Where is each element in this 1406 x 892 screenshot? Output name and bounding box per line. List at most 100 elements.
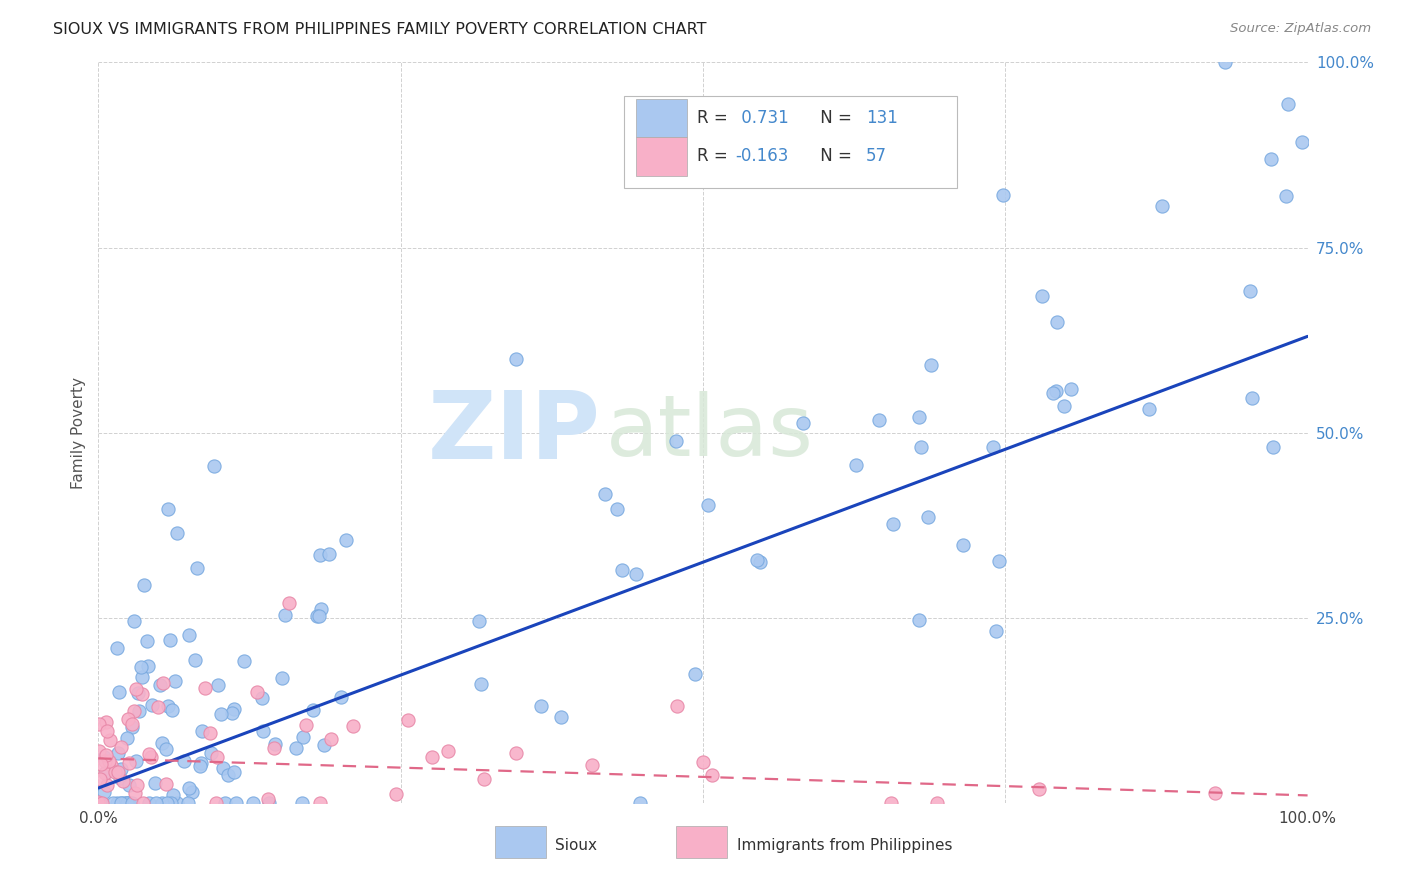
Point bbox=[110, 796, 132, 810]
Point bbox=[166, 796, 188, 810]
Point bbox=[1260, 152, 1282, 166]
Point bbox=[155, 777, 177, 791]
Point bbox=[131, 670, 153, 684]
Point bbox=[1291, 136, 1313, 150]
Point bbox=[1046, 315, 1069, 329]
Point bbox=[179, 781, 201, 796]
Point bbox=[700, 767, 723, 781]
Point bbox=[470, 677, 492, 691]
Text: 131: 131 bbox=[866, 109, 898, 127]
Point bbox=[138, 796, 160, 810]
Point bbox=[1240, 392, 1263, 406]
Point bbox=[1028, 781, 1050, 796]
Point bbox=[212, 761, 235, 775]
Point bbox=[221, 706, 243, 720]
Point bbox=[108, 685, 131, 699]
Text: R =: R = bbox=[697, 109, 733, 127]
Point bbox=[129, 660, 152, 674]
Point bbox=[250, 690, 273, 705]
Point bbox=[155, 742, 177, 756]
Point bbox=[224, 702, 246, 716]
Point bbox=[148, 699, 170, 714]
Point bbox=[925, 796, 948, 810]
Point bbox=[118, 756, 141, 770]
Point bbox=[747, 553, 769, 567]
Point bbox=[186, 561, 208, 575]
Point bbox=[124, 755, 146, 769]
Point bbox=[93, 754, 115, 768]
Point bbox=[385, 787, 408, 801]
Point bbox=[100, 757, 122, 772]
Point bbox=[396, 713, 419, 727]
Point bbox=[93, 750, 115, 764]
Point bbox=[952, 539, 974, 553]
Point bbox=[278, 596, 301, 610]
Point bbox=[917, 510, 939, 524]
Text: -0.163: -0.163 bbox=[735, 147, 789, 165]
Point bbox=[110, 739, 132, 754]
Point bbox=[118, 778, 141, 792]
Point bbox=[335, 533, 357, 548]
Point bbox=[110, 796, 132, 810]
Point bbox=[94, 748, 117, 763]
Point bbox=[308, 609, 330, 624]
Point bbox=[1052, 399, 1074, 413]
Text: N =: N = bbox=[815, 109, 858, 127]
Point bbox=[110, 771, 132, 785]
Point bbox=[118, 796, 141, 810]
Point bbox=[166, 526, 188, 541]
Point bbox=[981, 440, 1004, 454]
Point bbox=[160, 703, 183, 717]
Point bbox=[98, 755, 121, 769]
Point bbox=[156, 796, 179, 810]
Point bbox=[89, 772, 111, 787]
Point bbox=[263, 741, 285, 756]
Point bbox=[550, 709, 572, 723]
Point bbox=[291, 796, 314, 810]
Point bbox=[209, 707, 232, 722]
FancyBboxPatch shape bbox=[637, 137, 688, 176]
Point bbox=[94, 765, 117, 780]
Point bbox=[122, 705, 145, 719]
Point bbox=[141, 750, 163, 764]
Point bbox=[107, 747, 129, 761]
Point bbox=[257, 792, 280, 806]
Point bbox=[134, 578, 156, 592]
FancyBboxPatch shape bbox=[637, 99, 688, 137]
Point bbox=[610, 563, 633, 577]
Point bbox=[94, 715, 117, 730]
Text: ZIP: ZIP bbox=[427, 386, 600, 479]
Text: Immigrants from Philippines: Immigrants from Philippines bbox=[737, 838, 952, 854]
Point bbox=[696, 498, 718, 512]
Point bbox=[152, 676, 174, 690]
Point bbox=[318, 547, 340, 561]
Point bbox=[207, 749, 229, 764]
Text: atlas: atlas bbox=[606, 391, 814, 475]
Point bbox=[94, 765, 117, 780]
Point bbox=[273, 608, 295, 623]
Point bbox=[530, 698, 553, 713]
Point bbox=[165, 673, 187, 688]
Point bbox=[96, 724, 118, 739]
Point bbox=[748, 555, 770, 569]
Point bbox=[882, 516, 904, 531]
Point bbox=[194, 681, 217, 695]
FancyBboxPatch shape bbox=[624, 95, 957, 188]
Point bbox=[666, 699, 689, 714]
Point bbox=[184, 653, 207, 667]
Point bbox=[207, 678, 229, 692]
Point bbox=[252, 724, 274, 739]
Point bbox=[309, 796, 332, 810]
Point bbox=[190, 756, 212, 771]
Point bbox=[205, 796, 228, 810]
Point bbox=[150, 736, 173, 750]
Point bbox=[330, 690, 353, 705]
Point bbox=[115, 796, 138, 810]
Point bbox=[692, 755, 714, 769]
Point bbox=[132, 796, 155, 810]
Point bbox=[90, 796, 112, 810]
Text: N =: N = bbox=[815, 147, 858, 165]
Point bbox=[87, 744, 110, 758]
Point bbox=[87, 796, 110, 810]
Point bbox=[115, 796, 138, 810]
